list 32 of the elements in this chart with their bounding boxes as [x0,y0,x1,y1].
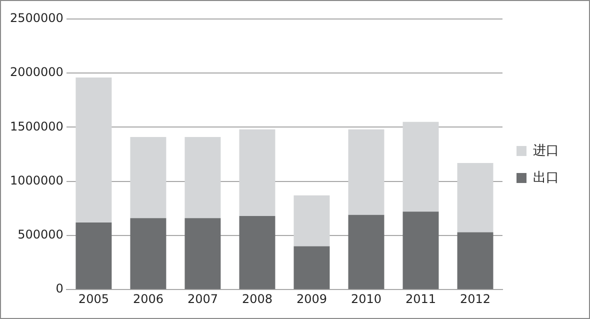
x-tick-label: 2006 [132,292,164,306]
y-tick-label: 500000 [18,228,64,242]
bar [457,232,494,290]
bar [294,246,330,290]
bar [184,136,221,218]
x-tick-label: 2011 [405,292,436,306]
x-tick-label: 2008 [242,292,272,306]
x-tick-label: 2010 [350,292,382,306]
bar [294,195,330,246]
x-tick-label: 2012 [460,292,491,306]
bar [76,77,112,222]
y-tick-label: 0 [56,282,64,296]
y-tick-label: 2500000 [10,11,64,26]
bar [402,122,439,212]
bar [239,216,276,290]
bar [348,214,384,290]
legend-label: 进口 [533,143,559,158]
y-tick-label: 1500000 [10,119,64,134]
y-tick-label: 2000000 [10,65,64,80]
bar [348,129,384,215]
bar [239,129,276,216]
bar [76,222,112,290]
bar [457,162,494,232]
bar [130,218,166,290]
legend-label: 出口 [533,170,559,186]
bar [184,218,221,290]
x-tick-label: 2005 [78,292,109,306]
bar [130,136,166,218]
bar [402,212,439,290]
y-tick-label: 1000000 [10,173,64,188]
x-tick-label: 2007 [187,292,218,306]
x-tick-label: 2009 [296,292,327,306]
